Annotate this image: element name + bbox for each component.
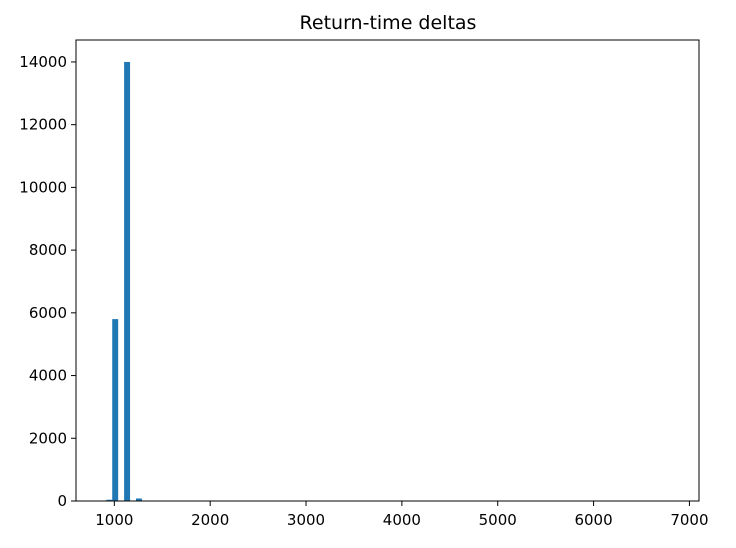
x-axis-ticks: 1000 2000 3000 4000 5000 6000 7000 bbox=[95, 501, 709, 529]
y-tick-label: 8000 bbox=[29, 241, 67, 259]
histogram-bar bbox=[124, 61, 131, 501]
x-tick-label: 2000 bbox=[191, 511, 229, 529]
x-tick-label: 1000 bbox=[95, 511, 133, 529]
x-tick-label: 4000 bbox=[383, 511, 421, 529]
y-tick-label: 14000 bbox=[19, 53, 67, 71]
y-tick-label: 6000 bbox=[29, 304, 67, 322]
x-tick-label: 7000 bbox=[670, 511, 708, 529]
y-tick-label: 2000 bbox=[29, 429, 67, 447]
x-tick-label: 5000 bbox=[479, 511, 517, 529]
plot-area-frame bbox=[75, 39, 700, 502]
y-axis-ticks: 0 2000 4000 6000 8000 10000 12000 14000 bbox=[19, 53, 76, 510]
histogram-bar bbox=[135, 498, 142, 501]
x-tick-label: 3000 bbox=[287, 511, 325, 529]
histogram-bars bbox=[106, 61, 142, 501]
histogram-bar bbox=[106, 499, 113, 501]
y-tick-label: 12000 bbox=[19, 116, 67, 134]
chart-title: Return-time deltas bbox=[300, 12, 477, 34]
x-tick-label: 6000 bbox=[574, 511, 612, 529]
y-tick-label: 4000 bbox=[29, 367, 67, 385]
y-tick-label: 10000 bbox=[19, 178, 67, 196]
histogram-bar bbox=[112, 319, 119, 501]
y-tick-label: 0 bbox=[57, 492, 67, 510]
